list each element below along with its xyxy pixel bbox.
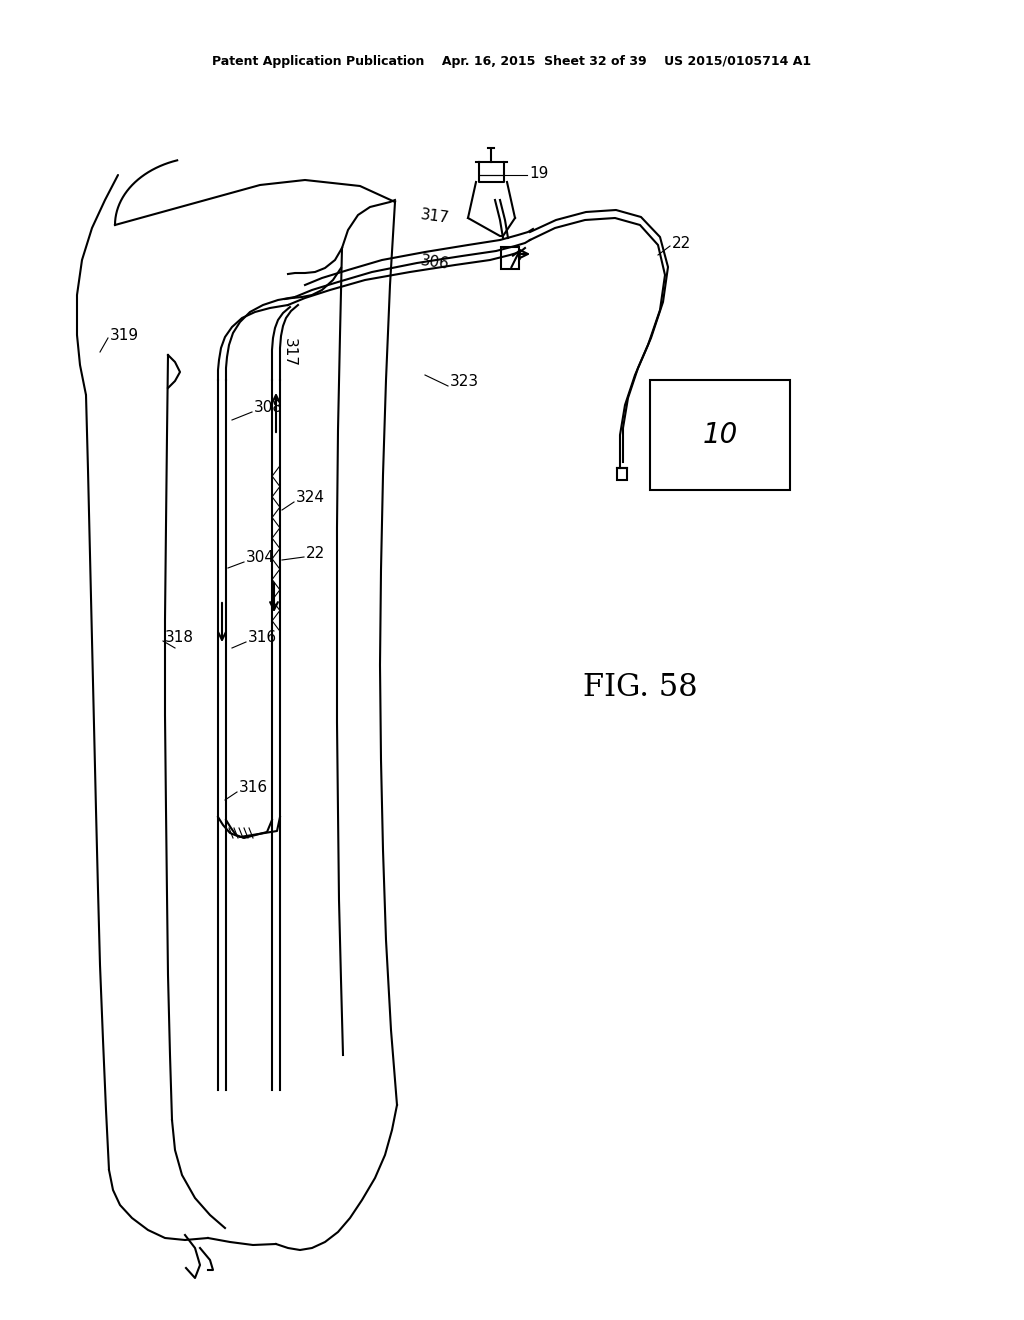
Text: FIG. 58: FIG. 58 (583, 672, 697, 704)
Text: 316: 316 (248, 631, 278, 645)
Text: 316: 316 (239, 780, 268, 796)
Text: 308: 308 (254, 400, 283, 416)
Text: 306: 306 (419, 253, 450, 272)
Bar (617, 469, 627, 480)
Text: 317: 317 (282, 338, 297, 367)
Text: 304: 304 (246, 550, 275, 565)
Bar (650, 380, 790, 490)
Text: 317: 317 (419, 207, 450, 227)
Text: 22: 22 (672, 235, 691, 251)
Text: 319: 319 (110, 327, 139, 342)
Text: 323: 323 (450, 375, 479, 389)
Bar (501, 247, 519, 269)
Text: Patent Application Publication    Apr. 16, 2015  Sheet 32 of 39    US 2015/01057: Patent Application Publication Apr. 16, … (212, 55, 812, 69)
Text: 22: 22 (306, 545, 326, 561)
Text: 318: 318 (165, 630, 194, 644)
Text: 10: 10 (702, 421, 737, 449)
Text: 324: 324 (296, 491, 325, 506)
Text: 19: 19 (529, 165, 549, 181)
